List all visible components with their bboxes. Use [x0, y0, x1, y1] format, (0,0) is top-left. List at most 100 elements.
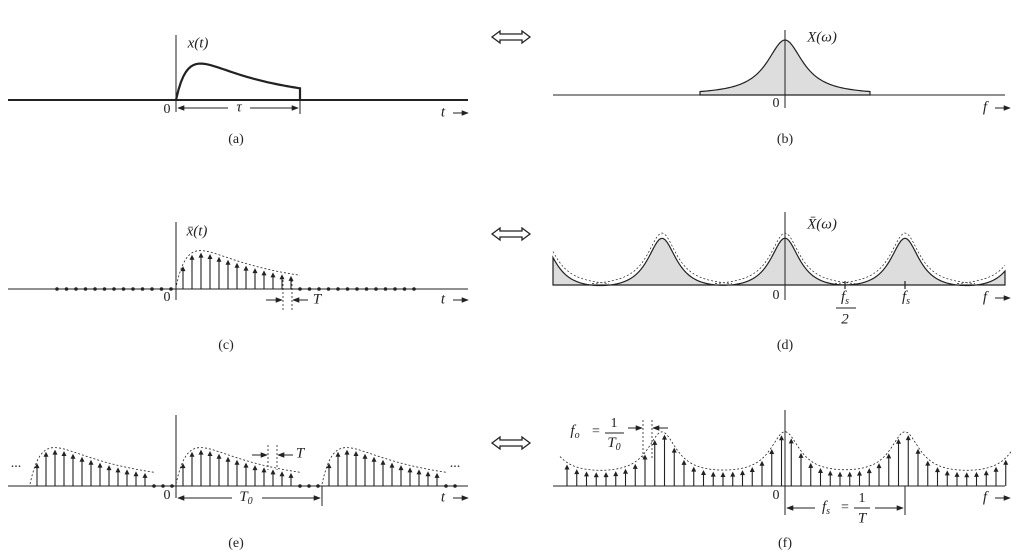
- sample-dot: [112, 287, 116, 291]
- symbol: f: [902, 289, 908, 305]
- arrowhead: [335, 451, 341, 457]
- arrowhead: [905, 435, 911, 441]
- arrowhead: [798, 452, 804, 458]
- curve: [29, 447, 155, 485]
- arrowhead: [1003, 459, 1009, 465]
- arrowhead: [847, 471, 853, 477]
- equivalence-arrows: [490, 29, 532, 451]
- label: t: [441, 489, 446, 505]
- arrowhead: [671, 447, 677, 453]
- sample-dot: [307, 287, 312, 291]
- label: (f): [778, 536, 792, 551]
- label: t: [441, 104, 446, 120]
- symbol: T: [239, 489, 249, 505]
- label: (d): [777, 338, 794, 353]
- sample-dot: [355, 287, 359, 291]
- sample-dot: [317, 287, 321, 291]
- arrowhead: [353, 451, 359, 457]
- arrowhead: [124, 469, 130, 475]
- symbol: f: [570, 423, 576, 439]
- arrowhead: [662, 434, 667, 440]
- arrowhead: [730, 471, 736, 477]
- arrowhead: [216, 453, 222, 459]
- label: f: [983, 289, 989, 305]
- sample-dot: [393, 287, 397, 291]
- sample-dot: [161, 484, 165, 488]
- subscript: o: [575, 430, 580, 441]
- arrowhead: [425, 471, 431, 477]
- arrowhead: [362, 453, 368, 459]
- arrowhead: [416, 469, 422, 475]
- arrowhead: [279, 274, 285, 280]
- arrowhead: [749, 467, 755, 473]
- label: 2: [841, 311, 849, 327]
- arrowhead: [252, 268, 258, 274]
- label: ...: [11, 456, 22, 471]
- label: τ: [236, 99, 242, 115]
- sample-dot: [307, 484, 311, 488]
- sample-dot: [152, 484, 156, 488]
- curve: [956, 265, 1006, 284]
- arrowhead: [574, 469, 580, 475]
- sample-dot: [93, 287, 97, 291]
- arrowhead: [993, 466, 999, 472]
- symbol: f: [841, 289, 847, 305]
- arrowhead: [234, 262, 240, 268]
- label: 0: [773, 288, 780, 303]
- arrowhead: [270, 469, 276, 475]
- arrowhead: [681, 459, 687, 465]
- arrowhead: [434, 472, 440, 478]
- sample-dot: [170, 484, 174, 488]
- label: fs: [902, 289, 910, 307]
- arrowhead: [925, 460, 931, 466]
- sample-dot: [74, 287, 78, 291]
- curve: [175, 250, 301, 289]
- arrowhead: [371, 456, 377, 462]
- label: T0: [607, 435, 620, 453]
- arrowhead: [603, 472, 609, 478]
- arrowhead: [79, 456, 85, 462]
- label: fs: [841, 289, 849, 307]
- arrowhead: [344, 449, 350, 455]
- sample-dot: [159, 287, 164, 291]
- arrowhead: [225, 456, 231, 462]
- arrowhead: [389, 462, 395, 468]
- label: T: [313, 291, 323, 307]
- sample-dot: [345, 287, 350, 291]
- curve: [174, 62, 302, 101]
- arrowhead: [759, 460, 765, 466]
- arrowhead: [207, 451, 213, 457]
- symbol: f: [822, 499, 828, 515]
- subscript: 0: [616, 442, 621, 453]
- label: =: [841, 500, 849, 515]
- label: x̄(t): [186, 223, 208, 239]
- label: 0: [773, 488, 780, 503]
- label: (b): [777, 132, 794, 147]
- curve: [552, 237, 1006, 287]
- curve: [559, 431, 1013, 471]
- label: ...: [450, 456, 461, 471]
- label: X̄(ω): [806, 216, 837, 232]
- label: 0: [164, 102, 171, 117]
- arrowhead: [189, 451, 195, 457]
- arrowhead: [983, 470, 989, 476]
- arrowhead: [837, 471, 843, 477]
- sample-dot: [383, 287, 388, 291]
- sample-dot: [298, 484, 302, 488]
- arrowhead: [593, 472, 599, 478]
- arrowhead: [225, 259, 231, 265]
- arrowhead: [827, 470, 833, 476]
- label: T0: [239, 489, 252, 507]
- arrowhead: [198, 252, 204, 258]
- sample-dot: [444, 484, 448, 488]
- arrowhead: [915, 448, 921, 454]
- sample-dot: [316, 484, 320, 488]
- subscript: s: [826, 506, 830, 517]
- arrowhead: [720, 472, 726, 478]
- label: (a): [228, 132, 244, 147]
- arrowhead: [189, 254, 195, 260]
- sample-dot: [150, 287, 154, 291]
- sample-dot: [453, 484, 457, 488]
- arrowhead: [198, 449, 204, 455]
